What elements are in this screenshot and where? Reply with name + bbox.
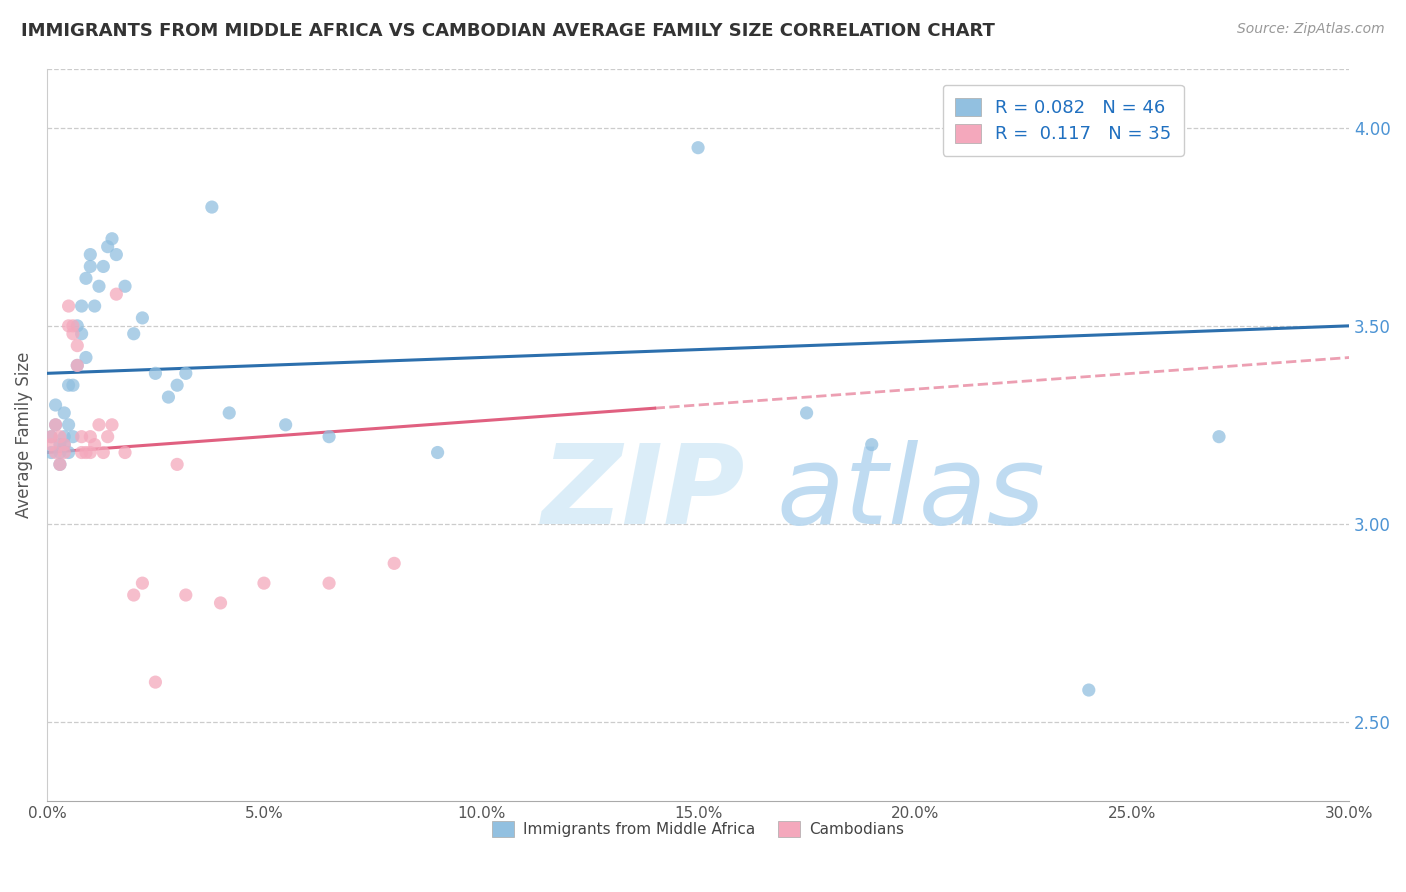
Point (58, 417, 80, 432)
Point (45, 417, 67, 432)
Point (1077, 683, 1099, 698)
Text: Source: ZipAtlas.com: Source: ZipAtlas.com (1237, 22, 1385, 37)
Point (62, 326, 84, 341)
Point (66, 318, 89, 333)
Point (45, 445, 67, 459)
Point (39, 430, 62, 444)
Point (686, 141, 709, 155)
Point (45, 417, 67, 432)
Point (318, 576, 340, 591)
Point (70, 326, 93, 341)
Point (62, 318, 84, 333)
Point (101, 232, 124, 246)
Point (49, 430, 72, 444)
Point (796, 406, 818, 420)
Point (174, 588, 197, 602)
Point (66, 338, 89, 352)
Point (58, 378, 80, 392)
Point (157, 390, 180, 404)
Point (62, 378, 84, 392)
Point (131, 310, 153, 325)
Point (83, 299, 105, 313)
Point (83, 437, 105, 451)
Point (70, 445, 93, 459)
Point (62, 430, 84, 444)
Legend: Immigrants from Middle Africa, Cambodians: Immigrants from Middle Africa, Cambodian… (485, 814, 911, 845)
Point (79, 260, 101, 274)
Point (58, 299, 80, 313)
Point (382, 557, 405, 571)
Point (122, 588, 145, 602)
Point (39, 430, 62, 444)
Point (79, 445, 101, 459)
Point (53, 430, 76, 444)
Point (274, 417, 297, 432)
Point (53, 437, 76, 451)
Point (87, 279, 110, 293)
Point (253, 576, 276, 591)
Text: atlas: atlas (776, 440, 1045, 547)
Point (53, 437, 76, 451)
Point (97, 430, 120, 444)
Point (70, 430, 93, 444)
Point (201, 200, 224, 214)
Text: ZIP: ZIP (541, 440, 745, 547)
Point (131, 576, 153, 591)
Point (145, 367, 167, 381)
Point (75, 445, 97, 459)
Point (66, 359, 89, 373)
Point (58, 318, 80, 333)
Point (105, 287, 128, 301)
Point (79, 247, 101, 261)
Point (49, 445, 72, 459)
Point (218, 406, 240, 420)
Point (49, 458, 72, 472)
Text: IMMIGRANTS FROM MIDDLE AFRICA VS CAMBODIAN AVERAGE FAMILY SIZE CORRELATION CHART: IMMIGRANTS FROM MIDDLE AFRICA VS CAMBODI… (21, 22, 995, 40)
Point (114, 279, 136, 293)
Point (166, 378, 188, 392)
Point (70, 299, 93, 313)
Point (97, 240, 120, 254)
Point (39, 445, 62, 459)
Point (49, 458, 72, 472)
Point (87, 417, 110, 432)
Point (101, 417, 124, 432)
Point (122, 326, 145, 341)
Point (75, 271, 97, 285)
Point (860, 437, 883, 451)
Point (91, 445, 114, 459)
Point (66, 359, 89, 373)
Point (53, 445, 76, 459)
Point (49, 437, 72, 451)
Point (39, 437, 62, 451)
Point (318, 430, 340, 444)
Point (58, 445, 80, 459)
Point (209, 596, 232, 610)
Point (145, 675, 167, 690)
Point (426, 445, 449, 459)
Point (75, 351, 97, 365)
Point (174, 367, 197, 381)
Point (91, 260, 114, 274)
Point (53, 406, 76, 420)
Point (114, 445, 136, 459)
Point (79, 430, 101, 444)
Y-axis label: Average Family Size: Average Family Size (15, 351, 32, 518)
Point (1208, 430, 1230, 444)
Point (45, 398, 67, 412)
Point (105, 247, 128, 261)
Point (166, 458, 188, 472)
